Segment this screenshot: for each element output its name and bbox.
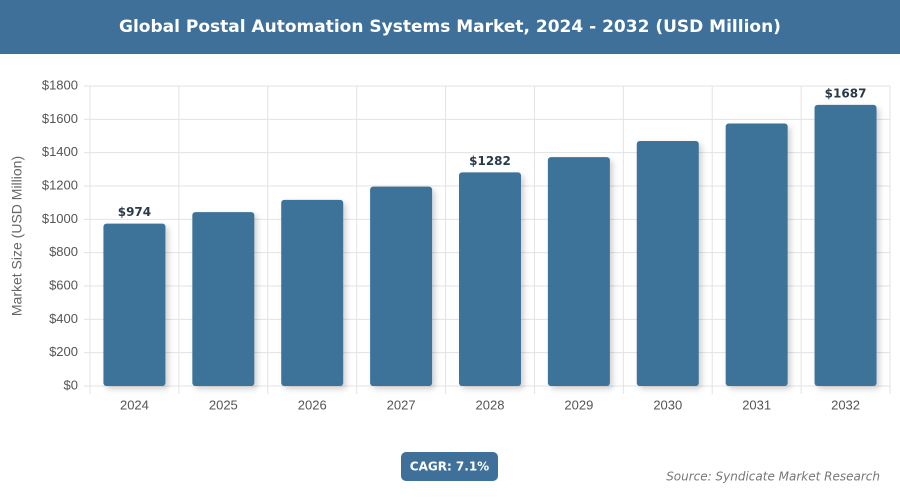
value-label: $974 (118, 205, 151, 219)
x-tick-label: 2026 (298, 397, 327, 412)
bar (370, 186, 433, 386)
x-tick-label: 2031 (742, 397, 771, 412)
y-tick-label: $1200 (42, 177, 78, 192)
bar (281, 199, 344, 386)
y-tick-label: $1400 (42, 144, 78, 159)
bar (636, 141, 699, 386)
y-tick-label: $600 (49, 277, 78, 292)
value-label: $1687 (825, 86, 867, 100)
bar (814, 104, 877, 386)
bar (459, 172, 521, 386)
y-tick-label: $0 (64, 377, 78, 392)
y-axis-label: Market Size (USD Million) (9, 156, 25, 316)
x-tick-label: 2027 (387, 397, 416, 412)
cagr-text: CAGR: 7.1% (410, 460, 489, 474)
x-tick-label: 2029 (564, 397, 593, 412)
bar (547, 157, 610, 386)
source-note: Source: Syndicate Market Research (666, 470, 880, 484)
x-tick-label: 2028 (476, 397, 505, 412)
y-tick-label: $1000 (42, 211, 78, 226)
y-tick-label: $200 (49, 344, 78, 359)
value-label: $1282 (469, 154, 511, 168)
x-tick-label: 2032 (831, 397, 860, 412)
chart-title: Global Postal Automation Systems Market,… (119, 17, 781, 37)
y-tick-label: $400 (49, 311, 78, 326)
x-tick-label: 2030 (653, 397, 682, 412)
bar (103, 223, 166, 386)
x-tick-label: 2024 (120, 397, 149, 412)
y-tick-label: $1800 (42, 77, 78, 92)
bar (725, 123, 788, 386)
y-tick-label: $800 (49, 244, 78, 259)
bar (192, 212, 255, 386)
cagr-badge (401, 452, 498, 481)
y-tick-label: $1600 (42, 111, 78, 126)
header-bar (0, 0, 900, 54)
x-tick-label: 2025 (209, 397, 238, 412)
